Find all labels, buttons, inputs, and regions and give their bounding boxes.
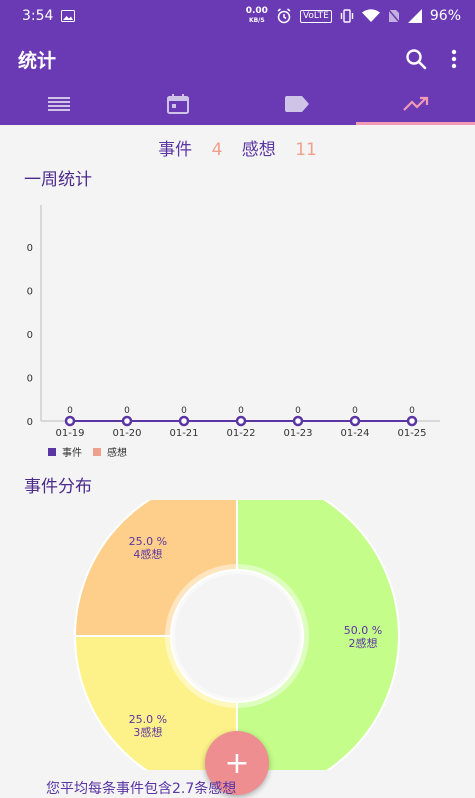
thoughts-label: 感想 [241, 140, 276, 160]
data-label: 0 [124, 406, 130, 416]
legend-events-swatch [48, 448, 56, 456]
x-tick-label: 01-21 [169, 428, 198, 439]
legend-thoughts-label: 感想 [107, 446, 127, 459]
series-events-point [292, 415, 304, 427]
y-tick-label: 0 [27, 417, 33, 428]
weekly-stats-title: 一周统计 [24, 170, 92, 190]
series-events-point [235, 415, 247, 427]
wifi-icon [361, 9, 380, 22]
event-distribution-title: 事件分布 [24, 477, 92, 497]
data-label: 0 [181, 406, 187, 416]
slice-percent-label: 25.0 % [129, 535, 167, 548]
x-tick-label: 01-19 [55, 428, 84, 439]
battery-level: 96% [429, 8, 461, 24]
series-events-point [349, 415, 361, 427]
top-app-bar: 3:54 0.00 KB/S VoLTE 96% 统计 [0, 0, 475, 125]
x-tick-label: 01-24 [340, 428, 369, 439]
series-events-point [178, 415, 190, 427]
tab-bar [0, 82, 475, 125]
data-label: 0 [67, 406, 73, 416]
x-tick-label: 01-20 [112, 428, 141, 439]
weekly-line-chart: 0 0 0 0 0 0 01-19 0 01-20 0 01-21 0 01-22 0 01-23 0 01-2… [27, 205, 440, 459]
list-icon [48, 96, 71, 111]
series-events-point [121, 415, 133, 427]
network-speed: 0.00 KB/S [245, 6, 268, 25]
vibrate-icon [340, 9, 354, 23]
signal-icon [407, 9, 422, 23]
data-label: 0 [295, 406, 301, 416]
tab-statistics[interactable] [356, 82, 475, 125]
series-events-point [406, 415, 418, 427]
slice-count-label: 3感想 [133, 725, 162, 739]
y-tick-label: 0 [27, 287, 33, 298]
y-tick-label: 0 [27, 330, 33, 341]
x-tick-label: 01-23 [283, 428, 312, 439]
data-label: 0 [409, 406, 415, 416]
y-tick-label: 0 [27, 374, 33, 385]
more-options-icon[interactable] [451, 49, 457, 69]
image-notification-icon [61, 10, 76, 22]
volte-badge: VoLTE [299, 9, 332, 23]
events-label: 事件 [158, 140, 193, 160]
average-summary-text: 您平均每条事件包含2.7条感想 [46, 781, 237, 797]
search-icon[interactable] [405, 48, 427, 70]
slice-count-label: 2感想 [349, 636, 378, 650]
legend-events-label: 事件 [62, 446, 82, 459]
thoughts-count: 11 [295, 140, 317, 160]
legend-thoughts-swatch [93, 448, 101, 456]
trending-up-icon [402, 96, 428, 111]
donut-slice [236, 500, 400, 770]
donut-slice [73, 500, 238, 637]
summary-counts: 事件 4 感想 11 [0, 135, 475, 160]
slice-percent-label: 50.0 % [344, 624, 382, 637]
add-button[interactable]: + [205, 731, 269, 795]
x-tick-label: 01-25 [397, 428, 426, 439]
no-sim-icon [387, 9, 400, 23]
x-tick-label: 01-22 [226, 428, 255, 439]
tag-icon [284, 95, 309, 112]
events-count: 4 [211, 140, 223, 160]
tab-calendar[interactable] [119, 82, 238, 125]
data-label: 0 [238, 406, 244, 416]
page-title: 统计 [18, 49, 57, 72]
alarm-icon [277, 8, 291, 24]
donut-slice [73, 635, 238, 770]
tab-tags[interactable] [238, 82, 357, 125]
donut-hole [175, 574, 299, 698]
plus-icon: + [224, 745, 250, 781]
series-events-point [64, 415, 76, 427]
status-time: 3:54 [22, 8, 54, 24]
tab-list[interactable] [0, 82, 119, 125]
y-tick-label: 0 [27, 243, 33, 254]
calendar-icon [167, 93, 190, 114]
app-bar: 统计 [0, 36, 475, 82]
slice-percent-label: 25.0 % [129, 713, 167, 726]
data-label: 0 [352, 406, 358, 416]
slice-count-label: 4感想 [133, 547, 162, 561]
status-bar: 3:54 0.00 KB/S VoLTE 96% [0, 0, 475, 32]
